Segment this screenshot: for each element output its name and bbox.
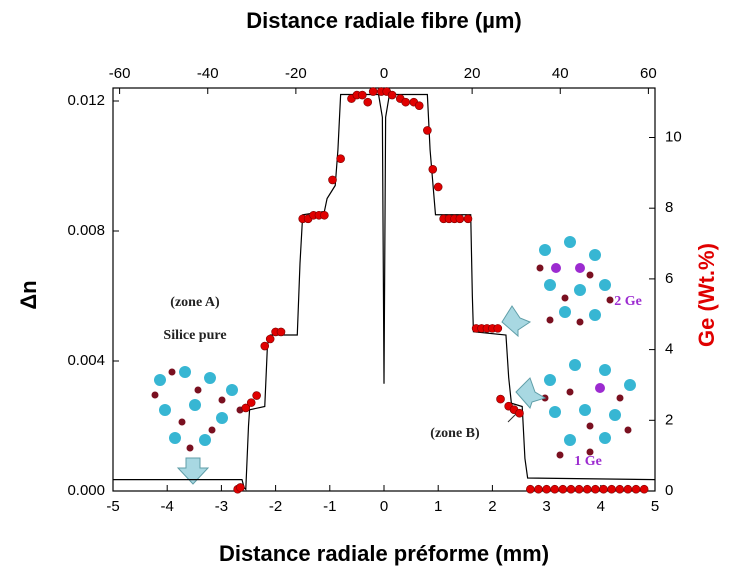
annotation: 2 Ge <box>614 294 642 309</box>
ge-point <box>515 408 524 418</box>
ge-point <box>260 341 270 351</box>
ge-point <box>358 90 367 100</box>
x-tick-label: 5 <box>651 498 659 515</box>
y-tick-label: 0.012 <box>67 92 105 109</box>
y2-tick-label: 8 <box>665 199 673 216</box>
ge-point <box>246 398 256 407</box>
ge-point <box>455 214 465 224</box>
y-tick-label: 0.004 <box>67 352 105 369</box>
ge-point <box>526 484 535 494</box>
y-tick-label: 0.008 <box>67 222 105 239</box>
ge-point <box>276 327 286 337</box>
y2-tick-label: 4 <box>665 341 673 358</box>
molecule-2ge <box>536 236 614 326</box>
ge-point <box>423 126 432 135</box>
ge-point <box>493 324 503 333</box>
ge-point <box>607 484 616 494</box>
ge-point <box>236 483 245 492</box>
ge-point <box>566 484 576 494</box>
ge-point <box>241 403 251 413</box>
x2-tick-label: -40 <box>197 65 219 82</box>
annotation: (zone A) <box>170 295 220 310</box>
ge-point <box>591 484 600 494</box>
x-tick-label: -5 <box>106 498 119 515</box>
ge-point <box>534 484 543 494</box>
ge-point <box>414 101 424 110</box>
ge-point <box>252 391 261 400</box>
molecule-a <box>151 366 244 452</box>
x2-tick-label: 40 <box>552 65 569 82</box>
y2-axis-title: Ge (Wt.%) <box>694 243 719 347</box>
ge-point <box>639 484 649 494</box>
x-axis-title: Distance radiale préforme (mm) <box>219 541 549 566</box>
y2-tick-label: 6 <box>665 270 673 287</box>
x-tick-label: -4 <box>161 498 174 515</box>
molecule-1ge <box>541 359 636 459</box>
ge-point <box>428 165 438 174</box>
ge-point <box>265 334 275 344</box>
ge-point <box>550 484 560 494</box>
x-tick-label: -3 <box>215 498 228 515</box>
x-tick-label: 2 <box>488 498 496 515</box>
ge-point <box>368 87 378 96</box>
ge-point <box>496 394 505 404</box>
ge-point <box>433 182 443 192</box>
annotation: Silice pure <box>163 328 226 343</box>
ge-point <box>631 484 641 494</box>
ge-point <box>623 484 633 494</box>
ge-point <box>463 214 473 224</box>
ge-point <box>558 484 568 494</box>
y-tick-label: 0.000 <box>67 482 105 499</box>
y2-tick-label: 0 <box>665 482 673 499</box>
ge-point <box>615 484 625 494</box>
x-tick-label: 4 <box>597 498 605 515</box>
x2-tick-label: -20 <box>285 65 307 82</box>
x-tick-label: 3 <box>542 498 550 515</box>
y2-tick-label: 2 <box>665 411 673 428</box>
y2-tick-label: 10 <box>665 128 682 145</box>
y-axis-title: Δn <box>16 280 41 309</box>
x2-tick-label: 60 <box>640 65 657 82</box>
annotation: 1 Ge <box>574 454 602 469</box>
ge-point <box>599 484 608 494</box>
x-tick-label: 1 <box>434 498 442 515</box>
ge-point <box>401 97 410 107</box>
ge-point <box>574 484 584 494</box>
ge-point <box>328 175 337 185</box>
ge-point <box>387 90 397 100</box>
x2-tick-label: -60 <box>109 65 131 82</box>
ge-point <box>336 154 345 164</box>
annotation: (zone B) <box>430 426 480 441</box>
x2-tick-label: 20 <box>464 65 481 82</box>
x2-axis-title: Distance radiale fibre (µm) <box>246 8 522 33</box>
profile-line <box>113 93 656 491</box>
ge-point <box>320 210 329 220</box>
x-tick-label: -1 <box>323 498 336 515</box>
ge-point <box>542 484 551 494</box>
x-tick-label: 0 <box>380 498 388 515</box>
ge-point <box>582 484 592 494</box>
x2-tick-label: 0 <box>380 65 388 82</box>
x-tick-label: -2 <box>269 498 282 515</box>
ge-point <box>363 97 373 107</box>
arrows <box>176 305 547 485</box>
